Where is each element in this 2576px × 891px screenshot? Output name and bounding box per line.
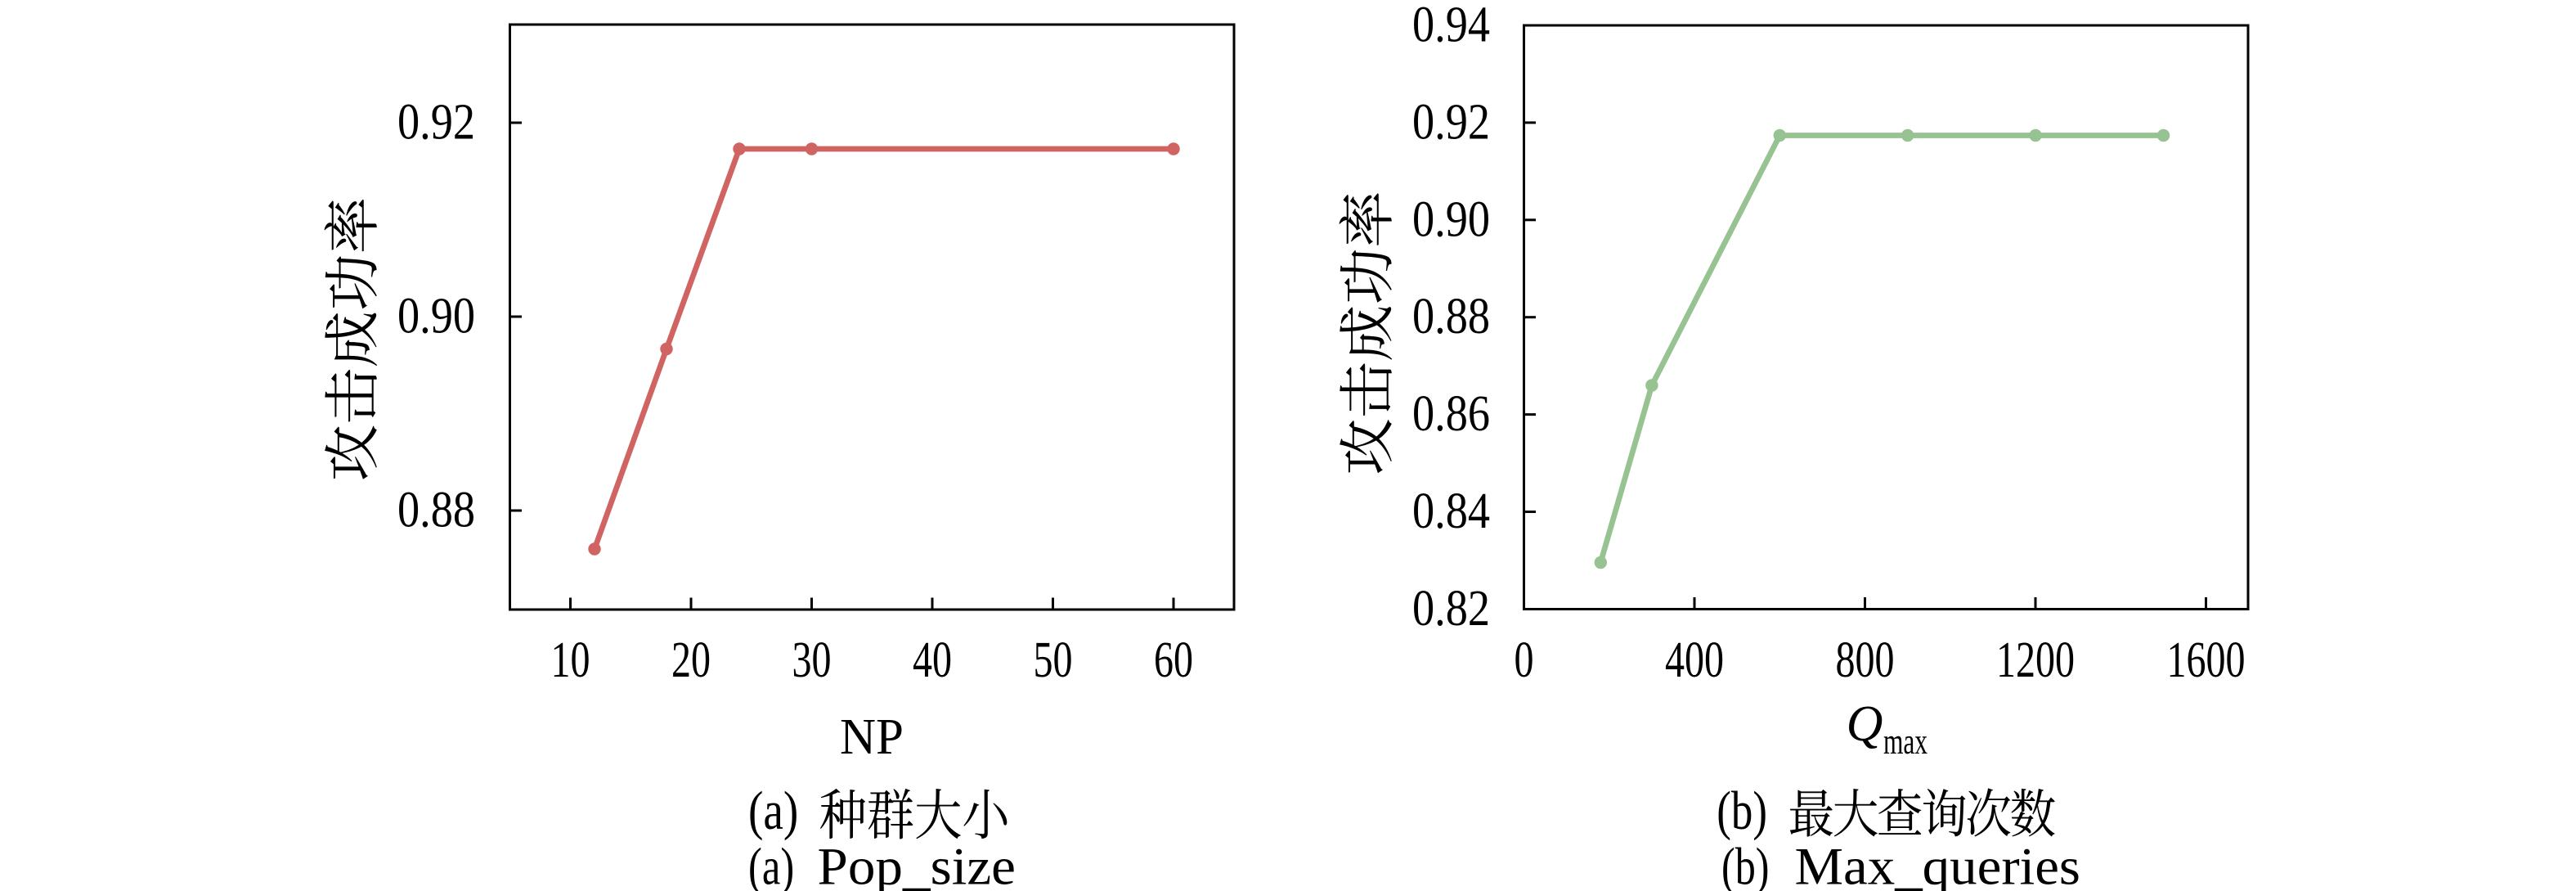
svg-text:1200: 1200: [1996, 632, 2075, 688]
svg-text:400: 400: [1665, 632, 1724, 688]
svg-text:20: 20: [671, 632, 711, 688]
svg-text:NP: NP: [840, 709, 904, 765]
svg-text:Max_queries: Max_queries: [1795, 838, 2081, 891]
svg-text:1600: 1600: [2167, 632, 2246, 688]
svg-text:Q: Q: [1847, 696, 1883, 752]
svg-text:(a): (a): [748, 838, 794, 891]
svg-text:(b): (b): [1721, 838, 1770, 891]
svg-text:10: 10: [551, 632, 590, 688]
svg-text:0.90: 0.90: [397, 289, 475, 344]
svg-text:40: 40: [913, 632, 952, 688]
svg-text:50: 50: [1034, 632, 1073, 688]
svg-text:30: 30: [792, 632, 832, 688]
svg-text:0.86: 0.86: [1412, 386, 1490, 442]
svg-text:(b): (b): [1717, 781, 1767, 841]
svg-text:0: 0: [1515, 632, 1534, 688]
svg-text:0.82: 0.82: [1412, 581, 1490, 637]
svg-text:(a): (a): [748, 781, 798, 841]
svg-text:0.88: 0.88: [1412, 289, 1490, 344]
svg-text:0.92: 0.92: [397, 95, 475, 151]
svg-text:0.88: 0.88: [397, 483, 475, 538]
svg-text:Pop_size: Pop_size: [818, 838, 1016, 891]
svg-text:0.84: 0.84: [1412, 484, 1490, 539]
svg-text:60: 60: [1154, 632, 1193, 688]
svg-text:0.92: 0.92: [1412, 94, 1490, 150]
svg-text:800: 800: [1836, 632, 1895, 688]
svg-text:0.94: 0.94: [1412, 0, 1490, 53]
svg-text:0.90: 0.90: [1412, 191, 1490, 247]
